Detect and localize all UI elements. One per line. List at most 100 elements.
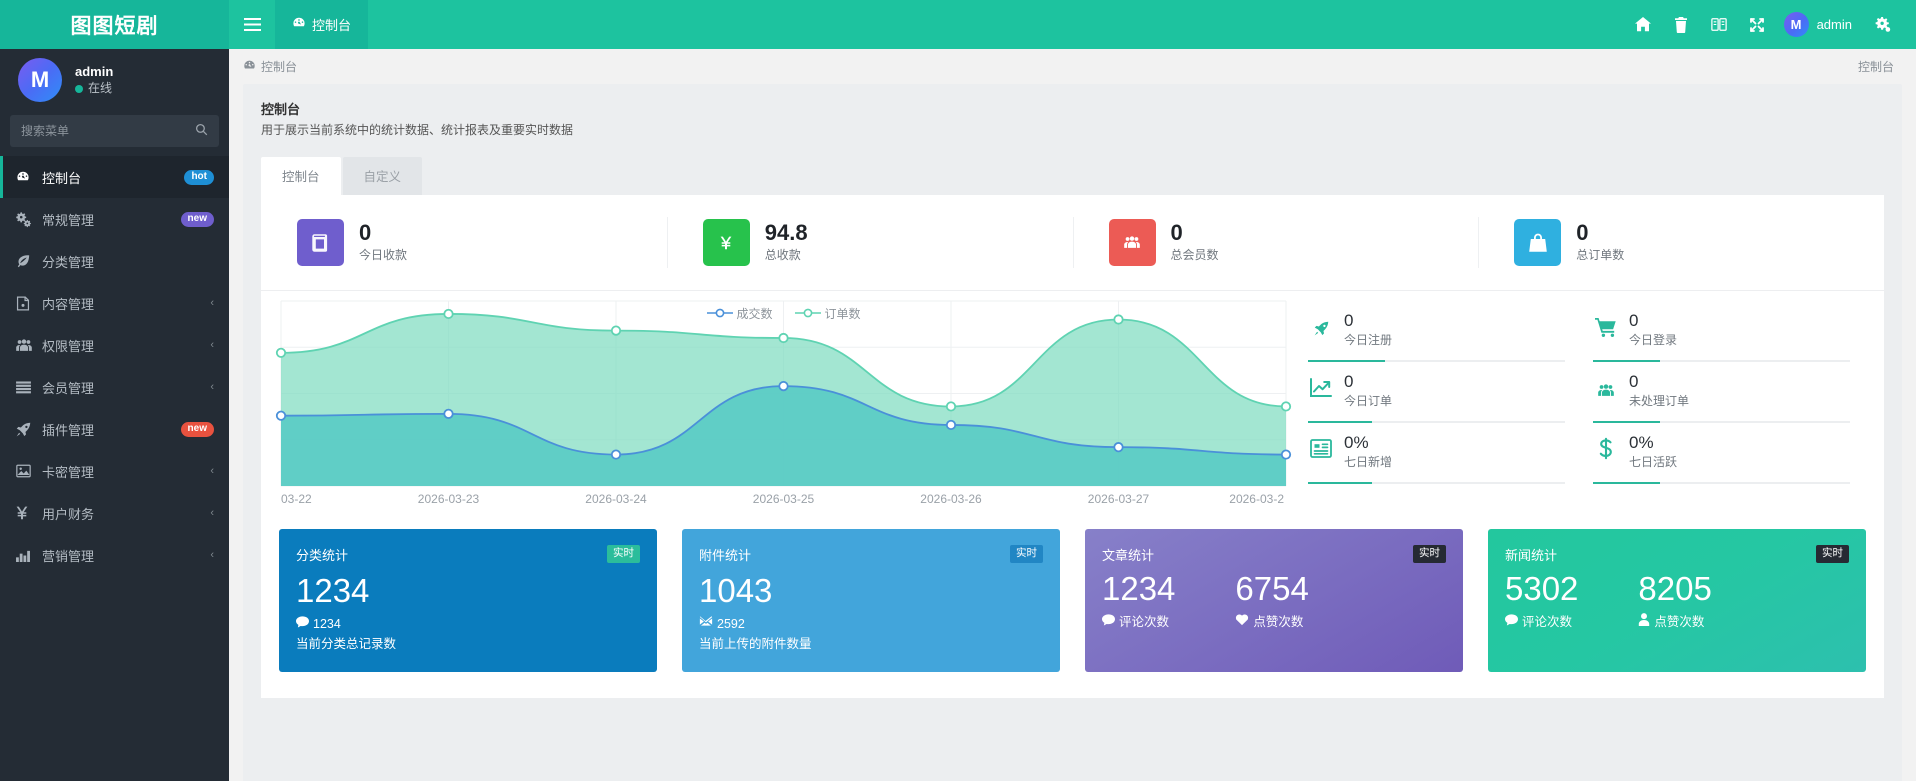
yen-icon [702,219,750,266]
sidebar-item-4[interactable]: 权限管理 ‹ [0,324,229,366]
trash-icon[interactable] [1662,0,1700,49]
search-box[interactable] [10,115,219,147]
topbar-user[interactable]: M admin [1776,12,1864,37]
mini-stat-label: 未处理订单 [1629,394,1690,408]
stat-text: 94.8 总收款 [765,220,808,265]
mini-stat-label: 今日登录 [1629,333,1678,347]
language-icon[interactable] [1700,0,1738,49]
users-icon [1108,219,1156,266]
rocket-icon [16,422,35,437]
stat-text: 0 今日收款 [359,220,407,265]
legend-item-1[interactable]: 订单数 [794,305,861,322]
avatar: M [1783,12,1809,37]
sidebar-user-box[interactable]: M admin 在线 [0,49,229,111]
mini-stat-top: 0 未处理订单 [1593,371,1850,410]
stat-cell-3[interactable]: 0 总订单数 [1478,195,1884,290]
sidebar-item-1[interactable]: 常规管理 new [0,198,229,240]
mini-stat-text: 0 今日登录 [1629,310,1677,349]
x-tick-5: 2026-03-27 [1087,492,1150,506]
stat-cell-1[interactable]: 94.8 总收款 [666,195,1073,290]
breadcrumb-left: 控制台 [243,58,297,75]
chart-bar-icon [16,549,35,562]
area-chart[interactable]: 成交数 订单数 [275,300,1292,487]
stat-card-2[interactable]: 文章统计 实时 1234 评论次数 6754 点赞次数 [1085,529,1463,672]
chart-x-axis: 03-22 2026-03-23 2026-03-24 2026-03-25 2026-… [281,492,1286,510]
stat-cell-0[interactable]: 0 今日收款 [261,195,667,290]
mini-stat-text: 0% 七日新增 [1344,432,1392,471]
dollar-icon [1593,437,1619,466]
breadcrumb-right-label: 控制台 [1857,60,1894,74]
mini-stat-label: 今日订单 [1344,394,1393,408]
heart-icon [1235,614,1249,629]
card-sub: 2592 [699,614,1043,634]
sidebar-item-badge: new [180,211,214,227]
sidebar-logo[interactable]: 图图短剧 [0,0,229,49]
sidebar-item-8[interactable]: 用户财务 ‹ [0,492,229,534]
sidebar-item-9[interactable]: 营销管理 ‹ [0,534,229,576]
online-dot-icon [75,84,83,93]
mini-stat-text: 0 今日订单 [1344,371,1392,410]
card-title: 附件统计 [699,548,752,563]
sidebar-item-2[interactable]: 分类管理 [0,240,229,282]
content: 控制台 控制台 控制台 用于展示当前系统中的统计数据、统计报表及重要实时数据 控… [229,49,1916,781]
chevron-right-icon: ‹ [210,549,214,561]
card-values: 1234 评论次数 6754 点赞次数 [1102,564,1446,632]
sidebar-item-7[interactable]: 卡密管理 ‹ [0,450,229,492]
tab-1[interactable]: 自定义 [342,157,423,195]
stat-label: 今日收款 [359,248,408,262]
chart-column: 成交数 订单数 03-22 2026-03-23 2026-03-24 2026-03… [261,291,1292,510]
logo-text: 图图短剧 [70,14,159,38]
card-value-1: 6754 点赞次数 [1235,564,1308,632]
page-tabs: 控制台 自定义 [243,157,1902,195]
mini-stat-3[interactable]: 0 未处理订单 [1581,362,1866,423]
stat-label: 总订单数 [1576,248,1625,262]
card-footer: 当前分类总记录数 [296,637,397,651]
topbar-user-name: admin [1816,17,1852,32]
search-icon[interactable] [195,123,208,139]
hamburger-icon[interactable] [229,0,275,49]
sidebar-item-3[interactable]: 内容管理 ‹ [0,282,229,324]
search-input[interactable] [21,124,195,138]
x-tick-0: 03-22 [281,492,312,506]
mini-stat-2[interactable]: 0 今日订单 [1296,362,1581,423]
mini-stat-0[interactable]: 0 今日注册 [1296,301,1581,362]
mini-stat-progress [1593,360,1850,362]
comment-icon [1505,614,1518,629]
stat-card-0[interactable]: 分类统计 实时 1234 1234 当前分类总记录数 [279,529,657,672]
mini-stat-5[interactable]: 0% 七日活跃 [1581,423,1866,484]
fullscreen-icon[interactable] [1738,0,1776,49]
sidebar-item-6[interactable]: 插件管理 new [0,408,229,450]
mini-stat-progress [1308,482,1565,484]
card-number: 1234 [296,572,370,609]
sidebar-item-badge: hot [184,169,214,185]
card-value-0: 1234 评论次数 [1102,564,1175,632]
tab-label: 自定义 [363,170,402,184]
chevron-right-icon: ‹ [210,339,214,351]
attachment-icon [699,616,713,631]
sidebar-item-0[interactable]: 控制台 hot [0,156,229,198]
stat-card-1[interactable]: 附件统计 实时 1043 2592 当前上传的附件数量 [682,529,1060,672]
card-sub: 评论次数 [1102,612,1175,632]
sidebar-item-label: 用户财务 [42,506,95,522]
sidebar-item-5[interactable]: 会员管理 ‹ [0,366,229,408]
user-name: admin [75,64,114,79]
tab-0[interactable]: 控制台 [261,157,341,195]
card-value-0: 5302 评论次数 [1505,564,1578,632]
mini-stat-1[interactable]: 0 今日登录 [1581,301,1866,362]
mini-stat-top: 0% 七日新增 [1308,432,1565,471]
stat-card-3[interactable]: 新闻统计 实时 5302 评论次数 8205 点赞次数 [1488,529,1866,672]
legend-item-0[interactable]: 成交数 [706,305,773,322]
stat-cell-2[interactable]: 0 总会员数 [1072,195,1479,290]
topbar-tab-dashboard[interactable]: 控制台 [275,0,369,49]
mini-stat-4[interactable]: 0% 七日新增 [1296,423,1581,484]
home-icon[interactable] [1624,0,1662,49]
news-list-icon [1308,439,1334,464]
gear-icon[interactable] [1864,0,1902,49]
topbar-actions: M admin [1624,0,1916,49]
legend-marker-icon [706,307,733,321]
user-status-label: 在线 [88,81,113,95]
stat-value: 0 [1170,220,1183,245]
dashboard-panel: 0 今日收款 94.8 总收款 0 总会员数 0 总订单数 [261,195,1884,698]
dashboard-icon [292,16,306,33]
dashboard-icon [243,59,256,75]
